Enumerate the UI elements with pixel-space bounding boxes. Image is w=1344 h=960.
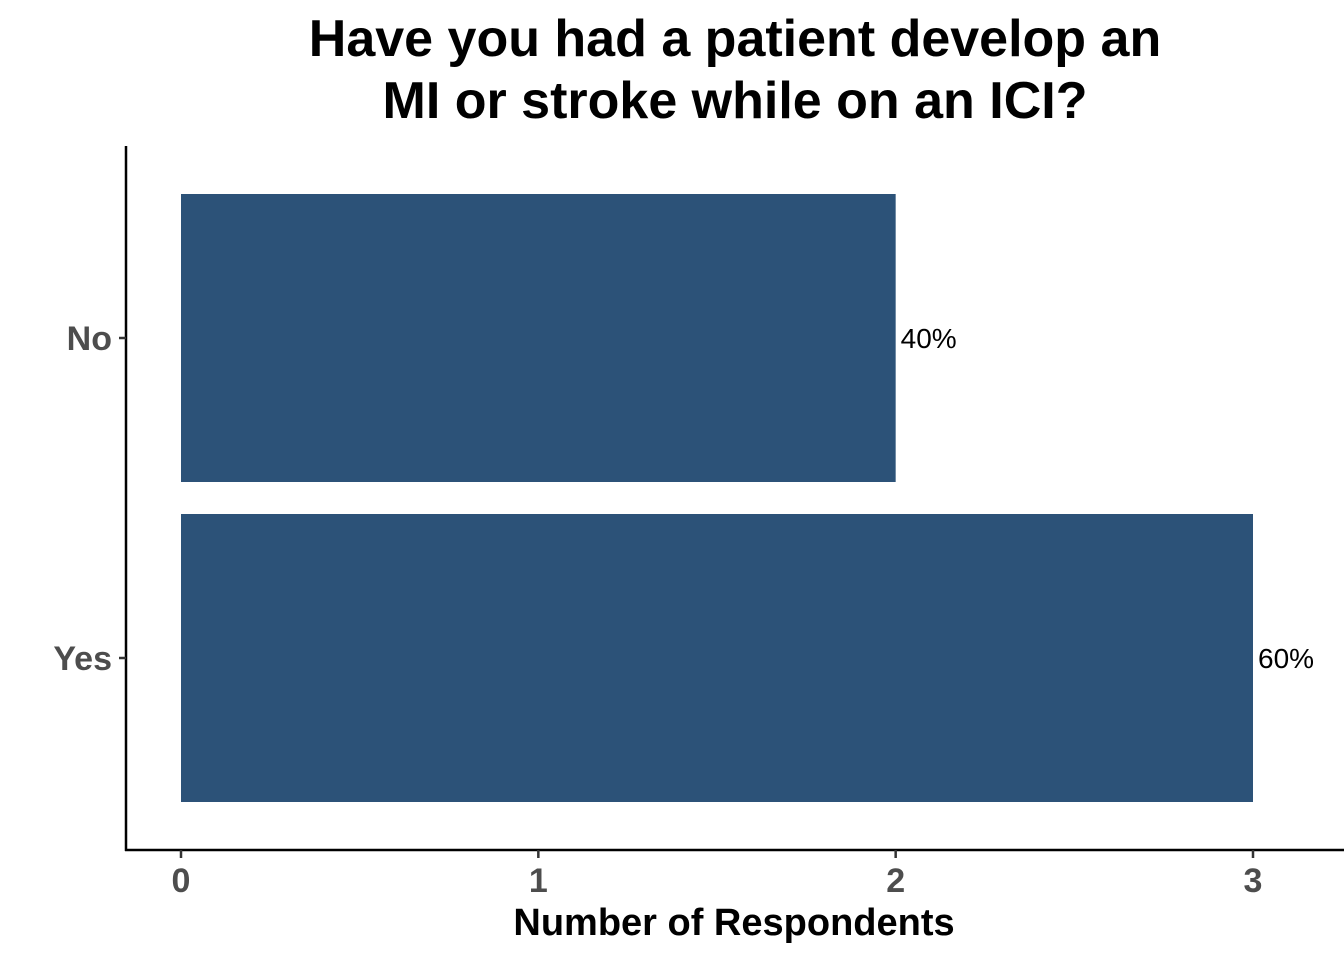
axes-group [124, 146, 1344, 852]
bar-yes [181, 514, 1253, 802]
bar-no [181, 194, 896, 482]
x-tick-label-2: 2 [886, 862, 905, 900]
chart-title-line-1: Have you had a patient develop an [308, 10, 1162, 68]
x-tick-label-1: 1 [529, 862, 548, 900]
chart-title-line-2: MI or stroke while on an ICI? [382, 72, 1088, 130]
y-tick-label-no: No [67, 320, 112, 358]
x-tick-label-3: 3 [1244, 862, 1263, 900]
x-tick-label-0: 0 [172, 862, 191, 900]
data-labels-group: 40% 60% [901, 323, 1314, 674]
data-label-yes: 60% [1258, 643, 1314, 674]
x-axis-label: Number of Respondents [513, 902, 954, 944]
y-tick-label-yes: Yes [53, 640, 112, 678]
y-ticks-group: No Yes [53, 320, 126, 678]
data-label-no: 40% [901, 323, 957, 354]
bars-group [181, 194, 1253, 802]
chart-title: Have you had a patient develop an MI or … [0, 8, 1344, 132]
x-ticks-group: 0 1 2 3 [172, 850, 1263, 900]
